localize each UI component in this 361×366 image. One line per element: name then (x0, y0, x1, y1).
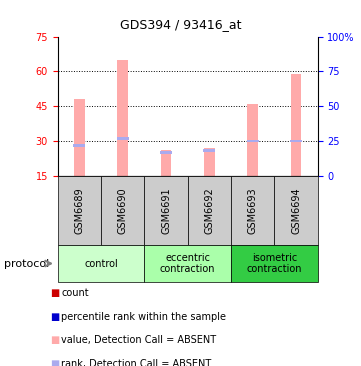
Text: ■: ■ (51, 288, 60, 298)
Bar (274, 176, 318, 245)
Bar (144, 176, 188, 245)
Bar (231, 245, 318, 282)
Text: control: control (84, 258, 118, 269)
Bar (101, 176, 144, 245)
Text: GSM6690: GSM6690 (118, 187, 128, 234)
Bar (74, 144, 85, 147)
Bar (204, 149, 215, 152)
Text: GSM6694: GSM6694 (291, 187, 301, 234)
Text: rank, Detection Call = ABSENT: rank, Detection Call = ABSENT (61, 359, 212, 366)
Bar (117, 60, 128, 176)
Text: GSM6689: GSM6689 (74, 187, 84, 234)
Bar (231, 176, 274, 245)
Text: ■: ■ (51, 311, 60, 322)
Text: GSM6692: GSM6692 (204, 187, 214, 234)
Text: GDS394 / 93416_at: GDS394 / 93416_at (120, 18, 241, 31)
Bar (188, 176, 231, 245)
Bar (58, 176, 101, 245)
Bar (247, 139, 259, 142)
Text: isometric
contraction: isometric contraction (247, 253, 302, 274)
Text: GSM6691: GSM6691 (161, 187, 171, 234)
Bar (161, 150, 171, 176)
Bar (58, 245, 144, 282)
Text: GSM6693: GSM6693 (248, 187, 258, 234)
Bar (204, 148, 215, 176)
Bar (117, 137, 129, 140)
Bar (290, 139, 302, 142)
Text: count: count (61, 288, 89, 298)
Bar (291, 74, 301, 176)
Text: protocol: protocol (4, 258, 49, 269)
Bar (74, 99, 85, 176)
Text: percentile rank within the sample: percentile rank within the sample (61, 311, 226, 322)
Bar (160, 151, 172, 154)
Text: ■: ■ (51, 335, 60, 346)
Bar (247, 104, 258, 176)
Text: value, Detection Call = ABSENT: value, Detection Call = ABSENT (61, 335, 217, 346)
Text: eccentric
contraction: eccentric contraction (160, 253, 216, 274)
Bar (144, 245, 231, 282)
Text: ■: ■ (51, 359, 60, 366)
